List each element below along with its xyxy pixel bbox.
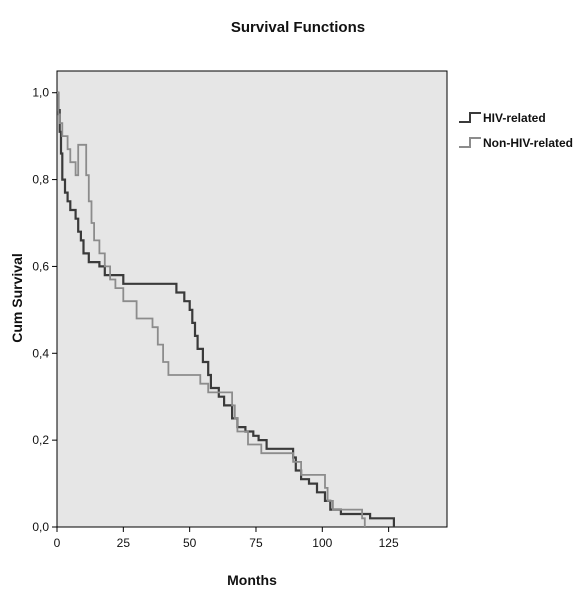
legend-label: HIV-related xyxy=(483,111,546,125)
survival-curve-line xyxy=(57,91,395,527)
y-tick-label: 0,8 xyxy=(32,173,49,187)
series-non-hiv-related xyxy=(57,91,366,527)
x-axis: 0 25 50 75 100 125 xyxy=(54,527,399,550)
x-axis-label: Months xyxy=(227,572,277,588)
legend-swatch xyxy=(459,112,481,123)
y-tick-label: 0,4 xyxy=(32,346,49,360)
x-tick-label: 25 xyxy=(117,536,131,550)
x-tick-label: 50 xyxy=(183,536,197,550)
y-tick-label: 0,6 xyxy=(32,259,49,273)
legend-item: Non-HIV-related xyxy=(459,136,573,150)
x-tick-label: 75 xyxy=(249,536,263,550)
series-layer xyxy=(57,91,395,527)
plot-area xyxy=(56,70,448,528)
legend-label: Non-HIV-related xyxy=(483,136,573,150)
legend-item: HIV-related xyxy=(459,111,546,125)
series-hiv-related xyxy=(57,91,395,527)
y-axis: 0,0 0,2 0,4 0,6 0,8 1,0 xyxy=(32,86,57,534)
y-tick-label: 0,2 xyxy=(32,433,49,447)
legend: HIV-related Non-HIV-related xyxy=(459,111,573,150)
legend-swatch xyxy=(459,137,481,148)
x-tick-label: 125 xyxy=(379,536,399,550)
x-tick-label: 0 xyxy=(54,536,61,550)
y-tick-label: 1,0 xyxy=(32,86,49,100)
chart-title: Survival Functions xyxy=(231,19,365,36)
x-tick-label: 100 xyxy=(312,536,332,550)
y-tick-label: 0,0 xyxy=(32,520,49,534)
y-axis-label: Cum Survival xyxy=(9,253,25,342)
survival-curve-line xyxy=(57,91,366,527)
